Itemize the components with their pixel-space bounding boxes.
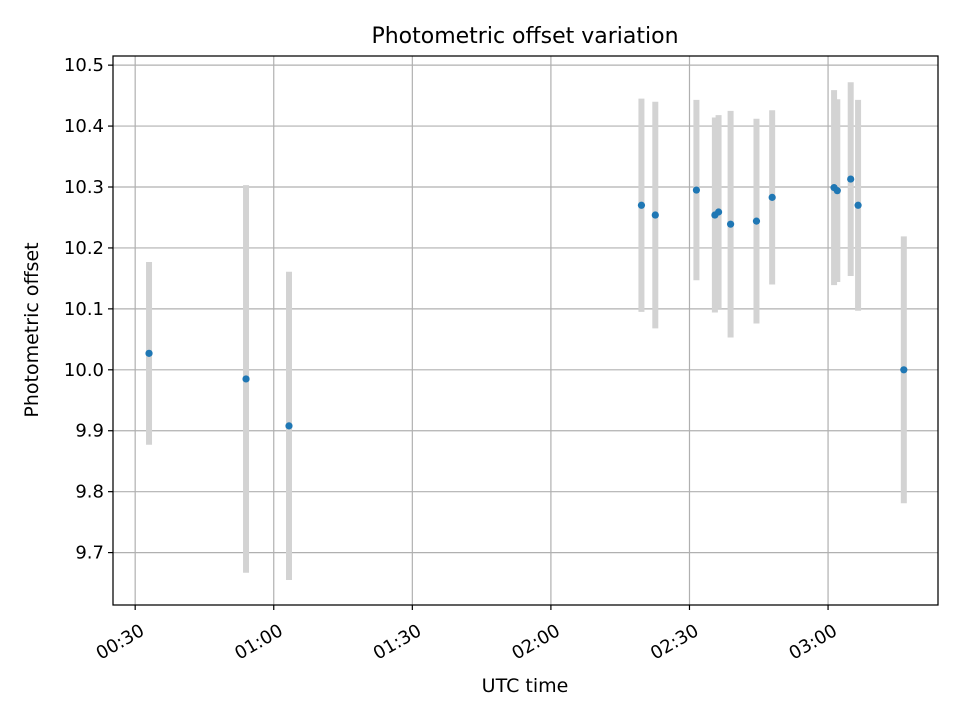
chart-title: Photometric offset variation [371, 24, 678, 49]
data-point [651, 211, 659, 219]
data-point [637, 201, 646, 209]
tick-layer: 00:30 01:00 01:30 02:00 02:30 03:00 9.7 9.8 9.9 1… [64, 55, 841, 664]
y-tick-label: 10.2 [64, 238, 104, 259]
y-axis-label: Photometric offset [21, 242, 43, 417]
grid-layer [113, 56, 938, 605]
x-tick-label: 01:00 [231, 620, 286, 664]
data-point [285, 422, 293, 430]
data-point [726, 220, 735, 228]
y-tick-label: 9.9 [75, 421, 104, 442]
y-tick-label: 9.8 [75, 482, 104, 503]
data-point [752, 217, 761, 225]
x-tick-label: 03:00 [786, 620, 841, 664]
data-point [768, 193, 776, 201]
point-layer [145, 175, 908, 430]
data-point [242, 375, 250, 383]
x-tick-label: 01:30 [370, 620, 425, 664]
y-tick-label: 10.0 [64, 360, 104, 381]
y-tick-label: 9.7 [75, 543, 104, 564]
data-point [847, 175, 855, 183]
data-point [833, 187, 841, 195]
data-point [714, 208, 723, 216]
y-tick-label: 10.5 [64, 55, 104, 76]
y-tick-label: 10.3 [64, 177, 104, 198]
data-point [900, 366, 908, 374]
x-tick-label: 02:30 [647, 620, 702, 664]
data-point [692, 186, 701, 194]
y-tick-label: 10.1 [64, 299, 104, 320]
errorbar-layer [146, 82, 907, 581]
x-axis-label: UTC time [482, 675, 569, 697]
data-point [854, 201, 862, 209]
data-point [145, 349, 153, 357]
x-tick-label: 00:30 [93, 620, 148, 664]
x-tick-label: 02:00 [508, 620, 563, 664]
y-tick-label: 10.4 [64, 116, 104, 137]
plot-frame [112, 55, 939, 606]
